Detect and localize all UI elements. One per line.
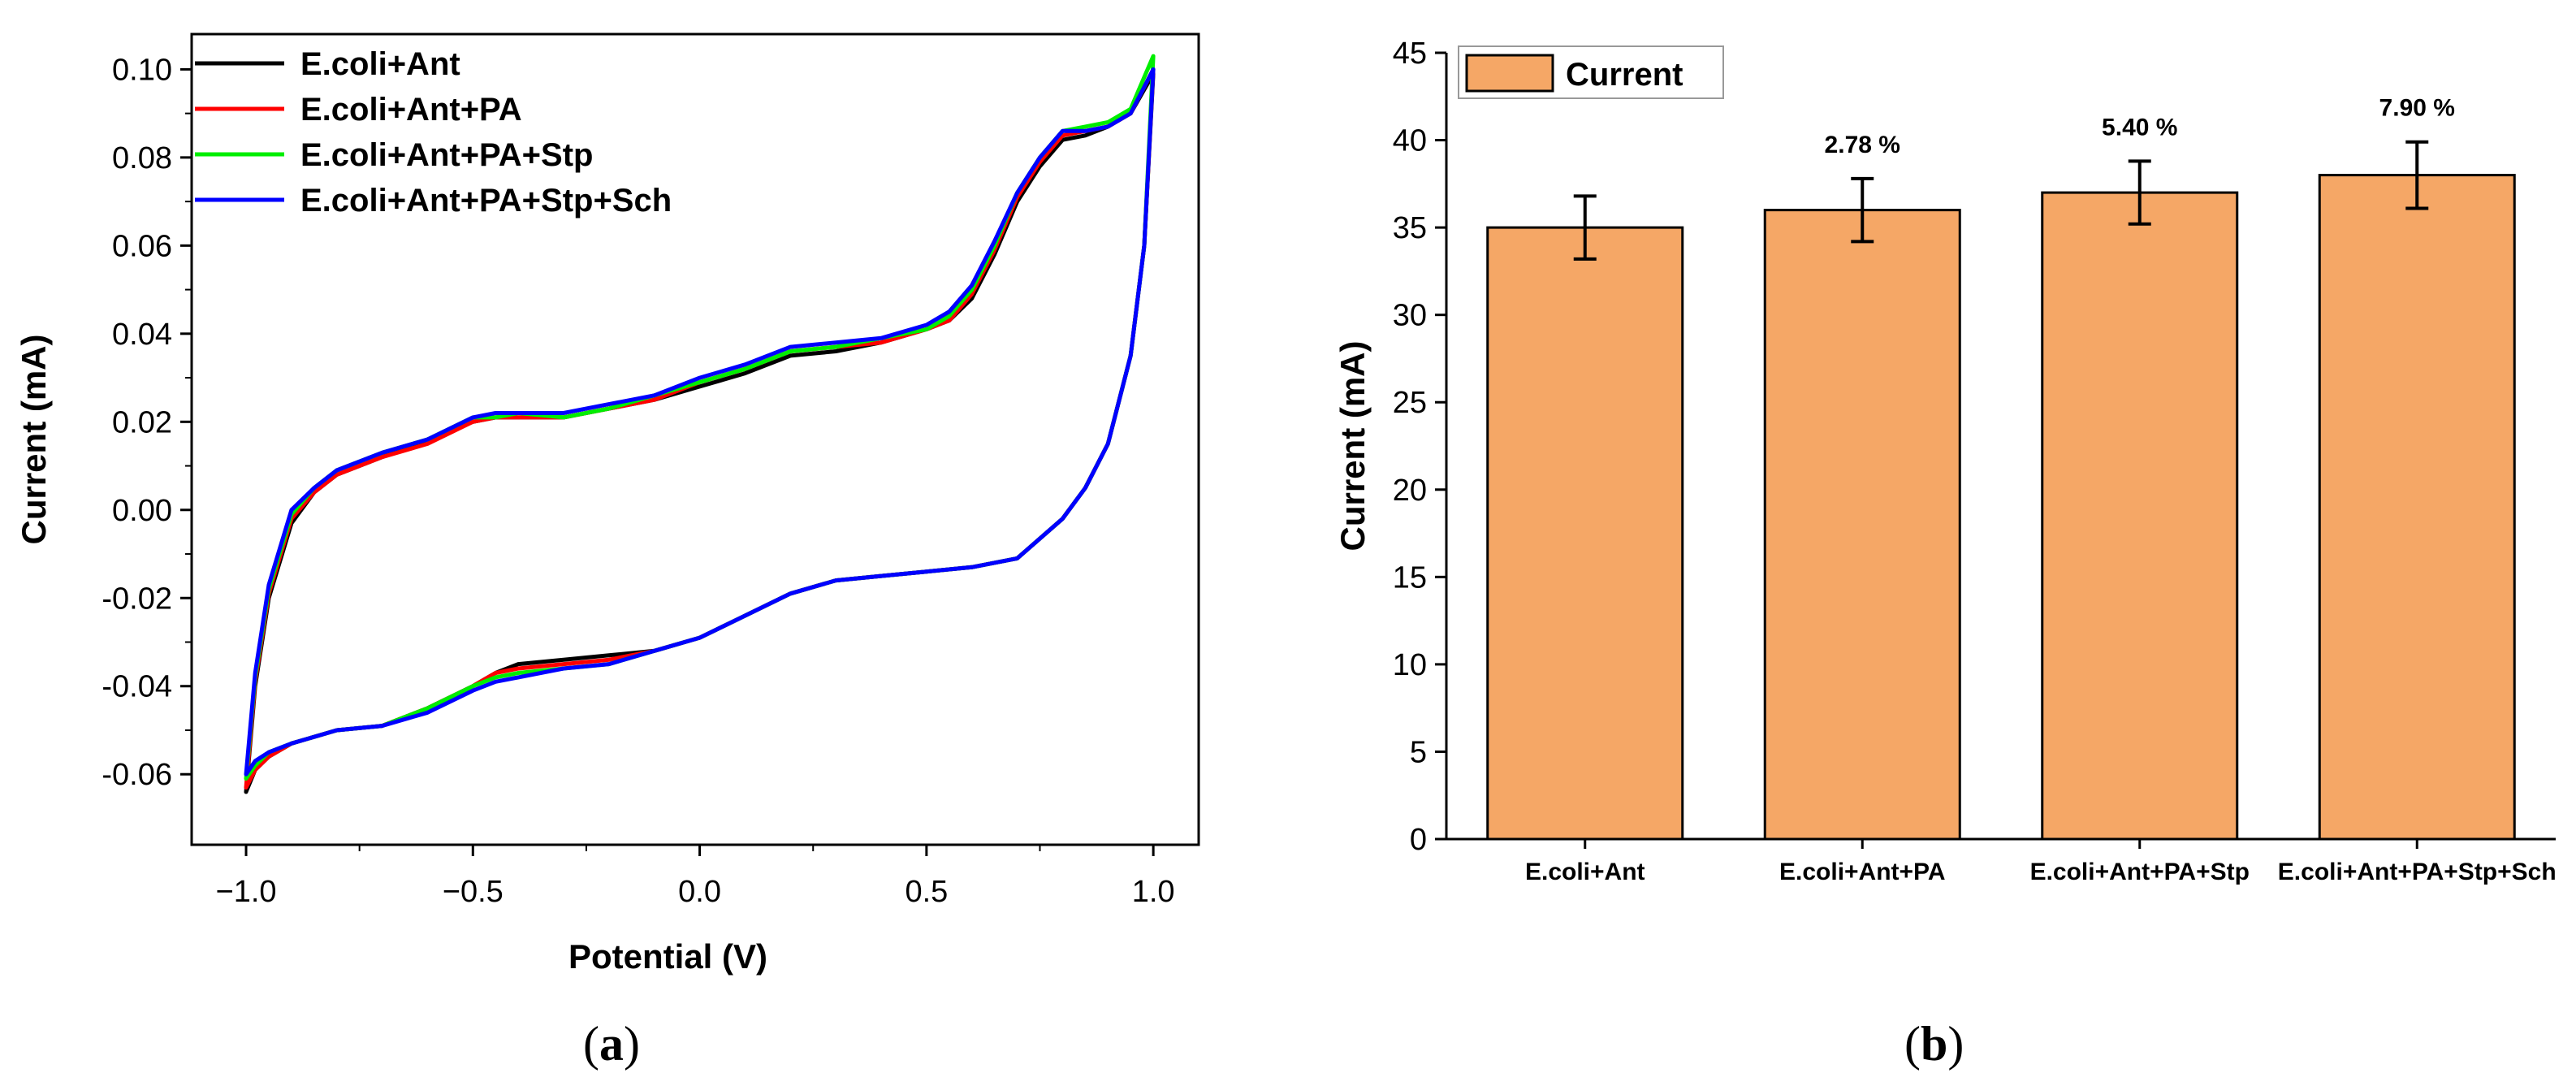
caption-b-letter: b [1921, 1017, 1947, 1071]
panel-a-x-axis-label: Potential (V) [568, 937, 767, 976]
panel-a-y-tick-label: -0.06 [102, 758, 172, 792]
panel-b-legend-swatch [1465, 54, 1554, 93]
caption-a-letter: a [599, 1017, 624, 1071]
cv-curve-1 [244, 71, 1156, 794]
panel-b-y-tick-label: 40 [1393, 124, 1427, 158]
panel-b-y-tick-label: 5 [1410, 735, 1427, 769]
bar-4 [2318, 174, 2516, 841]
panel-a-y-tick-label: 0.00 [112, 494, 172, 528]
panel-b-category-label: E.coli+Ant+PA [1779, 859, 1946, 885]
bar-3 [2041, 191, 2239, 841]
panel-a-y-tick-label: -0.02 [102, 582, 172, 616]
panel-b-y-tick-label: 20 [1393, 474, 1427, 508]
panel-a-cv-chart: -0.06-0.04-0.020.000.020.040.060.080.10 … [15, 32, 1200, 976]
panel-b-legend-label: Current [1566, 57, 1683, 93]
panel-b-legend: Current [1458, 45, 1724, 99]
panel-a-y-tick-label: 0.08 [112, 141, 172, 175]
panel-b-y-axis: 0 5 10 15 20 25 30 35 40 45 [1393, 37, 1446, 857]
cv-curve-4 [244, 67, 1156, 777]
panel-a-x-tick-label: −1.0 [216, 875, 277, 909]
panel-b-bars: E.coli+Ant E.coli+Ant+PA 2.78 % E.coli+Ant+… [1486, 95, 2557, 885]
panel-a-y-tick-label: -0.04 [102, 670, 172, 704]
panel-b-y-tick-label: 10 [1393, 648, 1427, 682]
cv-curve-2 [244, 67, 1156, 790]
bar-1 [1486, 226, 1684, 841]
panel-a-legend-label: E.coli+Ant [300, 46, 460, 82]
panel-b-y-tick-label: 0 [1410, 823, 1427, 857]
panel-a-series-group [244, 54, 1156, 794]
panel-b-category-label: E.coli+Ant+PA+Stp+Sch [2278, 859, 2557, 885]
panel-a-y-tick-label: 0.02 [112, 405, 172, 439]
panel-a-y-tick-label: 0.06 [112, 229, 172, 263]
panel-a-y-axis: -0.06 -0.04 -0.02 0.00 0.02 0.04 0.06 0.08 0.10 [102, 53, 192, 792]
panel-b-category-label: E.coli+Ant+PA+Stp [2030, 859, 2250, 885]
bar-2 [1763, 209, 1961, 841]
panel-a-y-tick-label: 0.04 [112, 318, 172, 352]
panel-b-y-tick-label: 15 [1393, 560, 1427, 595]
panel-b-y-tick-label: 25 [1393, 386, 1427, 420]
panel-a-legend-label: E.coli+Ant+PA [300, 92, 522, 128]
percent-label: 2.78 % [1825, 132, 1900, 158]
panel-a-legend: E.coli+Ant E.coli+Ant+PA E.coli+Ant+PA+Stp… [195, 46, 672, 218]
percent-label: 5.40 % [2102, 114, 2177, 141]
panel-a-plot-frame [190, 32, 1200, 846]
percent-label: 7.90 % [2379, 95, 2455, 122]
panel-b-bar-chart: 0 5 10 15 20 25 30 35 40 45 E.coli+Ant E.coli+Ant+… [1333, 37, 2557, 885]
panel-a-y-axis-label: Current (mA) [15, 335, 53, 545]
panel-a-legend-label: E.coli+Ant+PA+Stp [300, 137, 593, 173]
panel-a-x-tick-label: 0.0 [678, 875, 721, 909]
panel-a-y-tick-label: 0.10 [112, 53, 172, 87]
caption-b: (b) [1904, 1017, 1964, 1071]
panel-a-legend-label: E.coli+Ant+PA+Stp+Sch [300, 183, 672, 218]
panel-a-x-tick-label: 1.0 [1132, 875, 1175, 909]
panel-a-x-axis: −1.0 −0.5 0.0 0.5 1.0 [216, 845, 1175, 909]
panel-b-y-tick-label: 45 [1393, 37, 1427, 71]
panel-a-x-tick-label: 0.5 [905, 875, 948, 909]
panel-b-category-label: E.coli+Ant [1525, 859, 1645, 885]
panel-b-y-tick-label: 35 [1393, 211, 1427, 245]
panel-a-x-tick-label: −0.5 [443, 875, 504, 909]
panel-b-y-tick-label: 30 [1393, 299, 1427, 333]
caption-a: (a) [583, 1017, 640, 1071]
panel-b-y-axis-label: Current (mA) [1333, 341, 1372, 552]
cv-curve-3 [244, 54, 1156, 781]
